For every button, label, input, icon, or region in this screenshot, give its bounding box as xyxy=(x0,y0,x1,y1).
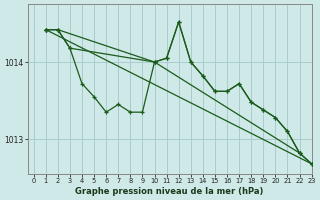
X-axis label: Graphe pression niveau de la mer (hPa): Graphe pression niveau de la mer (hPa) xyxy=(76,187,264,196)
